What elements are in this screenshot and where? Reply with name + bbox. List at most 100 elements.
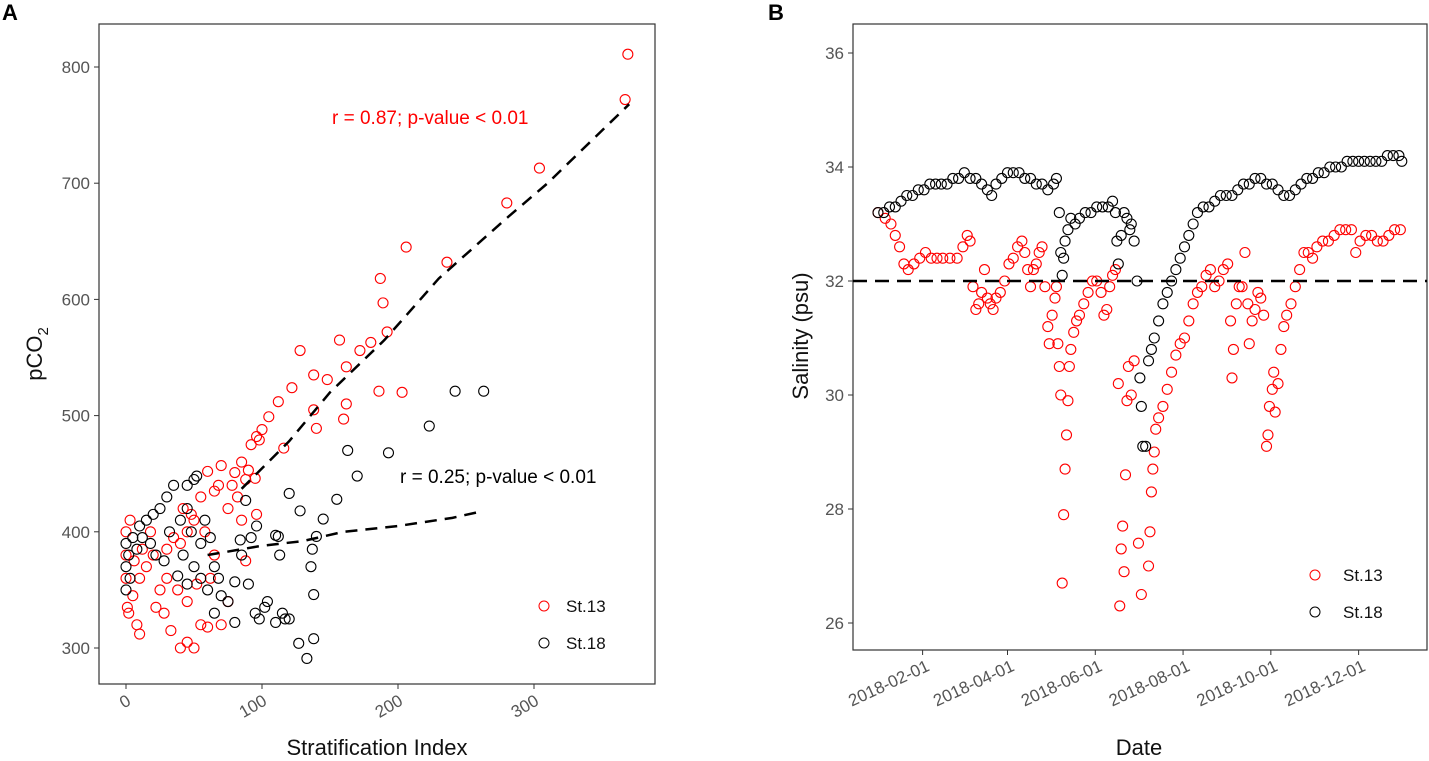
data-point-st18 [1030, 178, 1042, 190]
data-point-st13 [150, 601, 162, 613]
data-point-st13 [202, 621, 214, 633]
data-point-st18 [990, 178, 1002, 190]
data-point-st13 [1128, 355, 1140, 367]
y-tick-label: 34 [825, 158, 844, 177]
data-point-st18 [883, 201, 896, 213]
data-point-st18 [1153, 315, 1165, 327]
data-point-st18 [1197, 201, 1209, 213]
data-point-st18 [1170, 264, 1182, 276]
data-point-st13 [1109, 264, 1121, 276]
data-point-st13 [1145, 486, 1157, 498]
data-point-st13 [1019, 246, 1031, 259]
data-point-st13 [144, 526, 157, 538]
data-point-st13 [1036, 241, 1048, 253]
data-point-st13 [340, 361, 352, 373]
data-point-st13 [879, 212, 891, 224]
data-point-st13 [1003, 258, 1015, 270]
data-point-st13 [981, 292, 993, 304]
data-point-st13 [120, 549, 132, 561]
data-point-st18 [996, 172, 1008, 184]
data-point-st13 [1174, 338, 1186, 350]
data-point-st13 [902, 264, 914, 276]
data-point-st13 [1272, 378, 1284, 390]
data-point-st13 [1161, 383, 1173, 395]
data-point-st18 [423, 420, 435, 432]
data-point-st13 [889, 229, 901, 241]
legend-label-st18: St.18 [566, 634, 606, 653]
data-point-st13 [1135, 588, 1147, 601]
data-point-st18 [185, 526, 197, 538]
data-point-st13 [931, 252, 943, 264]
data-point-st13 [1027, 264, 1039, 276]
data-point-st13 [1394, 224, 1406, 236]
data-point-st13 [1059, 463, 1071, 475]
data-point-st13 [1227, 343, 1239, 355]
data-point-st18 [308, 588, 320, 601]
data-point-st13 [1065, 343, 1077, 355]
y-tick-label: 32 [825, 272, 844, 291]
data-point-st13 [222, 503, 234, 515]
data-point-st18 [1102, 201, 1114, 213]
data-point-st13 [212, 479, 225, 491]
data-point-st13 [253, 434, 265, 446]
data-point-st13 [894, 241, 906, 253]
data-point-st13 [1266, 383, 1278, 395]
data-point-st18 [177, 549, 189, 561]
data-point-st18 [279, 613, 291, 625]
data-point-st13 [1121, 395, 1133, 407]
data-point-st18 [895, 195, 907, 207]
data-point-st18 [1145, 343, 1157, 355]
data-point-st13 [1115, 543, 1127, 555]
data-point-st13 [161, 572, 173, 584]
data-point-st13 [1302, 246, 1314, 259]
data-point-st18 [172, 570, 184, 582]
data-point-st18 [234, 534, 246, 546]
data-point-st18 [1220, 189, 1232, 202]
data-point-st18 [283, 613, 295, 625]
data-point-st18 [1079, 207, 1091, 219]
data-point-st13 [1307, 252, 1319, 264]
legend-marker-st18 [538, 637, 550, 649]
data-point-st13 [127, 590, 139, 602]
data-point-st18 [1284, 189, 1296, 202]
data-point-st13 [1258, 309, 1270, 321]
data-point-st13 [140, 561, 152, 573]
data-point-st18 [147, 508, 159, 520]
data-point-st13 [1104, 281, 1116, 293]
data-point-st13 [1042, 321, 1054, 333]
data-point-st13 [1222, 258, 1234, 270]
data-point-st18 [1142, 355, 1155, 367]
data-point-st18 [259, 601, 271, 613]
data-point-st18 [1183, 229, 1195, 241]
data-point-st18 [1358, 155, 1370, 167]
x-tick-label: 2018-06-01 [1018, 656, 1105, 710]
data-point-st13 [1226, 372, 1238, 384]
data-point-st18 [188, 473, 200, 486]
data-point-st18 [1347, 155, 1359, 167]
x-tick-label: 2018-04-01 [930, 656, 1017, 710]
data-point-st13 [908, 258, 920, 270]
data-point-st13 [1056, 577, 1068, 589]
data-point-st13 [1063, 360, 1075, 373]
data-point-st18 [1318, 167, 1330, 179]
data-point-st18 [1109, 207, 1121, 219]
data-point-st18 [261, 595, 273, 608]
data-point-st13 [1225, 315, 1237, 327]
data-point-st13 [215, 460, 227, 472]
fit-line-st18 [207, 509, 484, 557]
y-tick-label: 700 [62, 174, 90, 193]
data-point-st18 [140, 514, 152, 526]
data-point-st13 [1119, 469, 1132, 481]
data-point-st13 [937, 252, 949, 264]
data-point-st13 [1107, 269, 1119, 281]
data-point-st18 [935, 178, 947, 190]
data-point-st13 [124, 514, 136, 526]
data-point-st13 [1246, 315, 1258, 327]
data-point-st18 [1260, 178, 1273, 190]
x-tick-label: 2018-12-01 [1281, 656, 1368, 710]
panel-a-scatter: 300 400 500 600 700 800 0 100 200 300 r = 0.87; p… [22, 23, 656, 760]
data-point-st18 [449, 385, 461, 397]
data-point-st18 [1013, 167, 1025, 179]
data-point-st13 [134, 628, 146, 640]
data-point-st18 [1376, 155, 1388, 167]
